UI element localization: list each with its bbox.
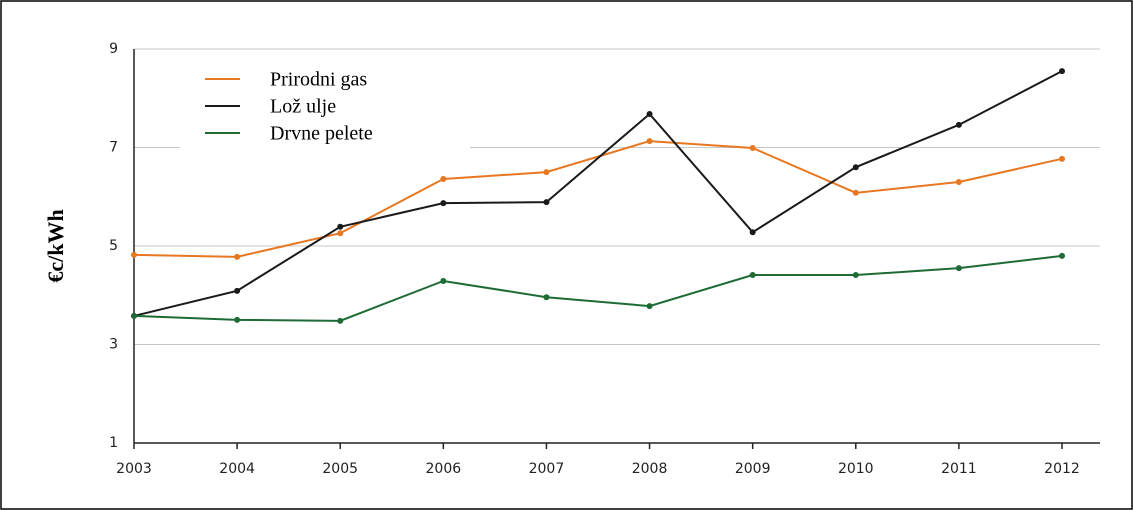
y-axis-label: €c/kWh [43, 209, 68, 282]
point [646, 111, 653, 118]
point [131, 312, 137, 319]
point [440, 176, 447, 183]
legend-label: Drvne pelete [270, 123, 373, 145]
point [852, 189, 859, 196]
point [234, 287, 241, 294]
point [440, 200, 447, 207]
point [337, 317, 344, 324]
point [131, 251, 137, 258]
x-tick-label: 2004 [219, 461, 255, 477]
point [852, 272, 859, 279]
x-tick-label: 2008 [632, 461, 668, 477]
x-tick-label: 2003 [116, 461, 152, 477]
series-line [133, 254, 1063, 322]
series-line [133, 70, 1063, 317]
point [749, 272, 756, 279]
point [1059, 252, 1065, 259]
point [337, 223, 344, 230]
x-tick-label: 2010 [838, 461, 874, 477]
point [646, 303, 653, 310]
legend-label: Lož ulje [270, 96, 336, 118]
point [749, 229, 756, 236]
point [337, 230, 344, 237]
point [749, 144, 756, 151]
point [852, 164, 859, 171]
y-tick-label: 9 [109, 41, 118, 57]
series-line [133, 140, 1063, 258]
point [543, 199, 550, 206]
y-tick-label: 5 [109, 238, 118, 254]
legend-label: Prirodni gas [270, 69, 367, 91]
x-tick-label: 2012 [1044, 461, 1080, 477]
x-tick-label: 2005 [322, 461, 358, 477]
point [646, 138, 653, 145]
x-tick-label: 2007 [529, 461, 565, 477]
point [955, 265, 962, 272]
point [234, 316, 241, 323]
x-tick-label: 2006 [426, 461, 462, 477]
point [955, 178, 962, 185]
point [543, 294, 550, 301]
y-tick-label: 1 [109, 435, 118, 451]
point [1059, 68, 1065, 75]
point [955, 121, 962, 128]
point [543, 169, 550, 176]
point [440, 277, 447, 284]
y-tick-label: 7 [109, 140, 118, 156]
x-tick-label: 2009 [735, 461, 771, 477]
legend-box [180, 62, 470, 154]
point [234, 253, 241, 260]
y-tick-label: 3 [109, 337, 118, 353]
point [1059, 155, 1065, 162]
x-tick-label: 2011 [941, 461, 977, 477]
